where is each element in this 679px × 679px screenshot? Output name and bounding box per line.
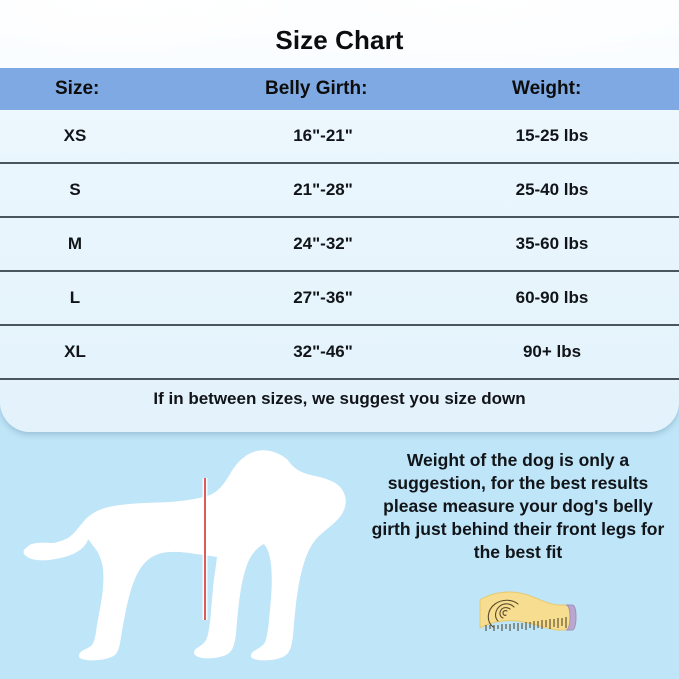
table-row: S 21"-28" 25-40 lbs xyxy=(0,164,679,218)
dog-silhouette-icon xyxy=(23,450,346,661)
table-row: M 24"-32" 35-60 lbs xyxy=(0,218,679,272)
page-title: Size Chart xyxy=(275,25,404,55)
cell-weight: 90+ lbs xyxy=(522,342,582,361)
column-header-belly-girth: Belly Girth: xyxy=(265,78,368,99)
cell-size: XS xyxy=(63,126,87,145)
table-header-row: Size: Belly Girth: Weight: xyxy=(0,68,679,110)
cell-girth: 21"-28" xyxy=(293,180,353,199)
cell-size: XL xyxy=(64,342,86,361)
size-down-note: If in between sizes, we suggest you size… xyxy=(153,389,526,408)
measuring-tape-icon xyxy=(479,591,577,631)
cell-size: M xyxy=(67,234,83,253)
cell-girth: 24"-32" xyxy=(293,234,353,253)
measuring-tape xyxy=(466,580,586,648)
size-chart-card: Size Chart Size: Belly Girth: Weight: XS… xyxy=(0,0,679,432)
cell-girth: 16"-21" xyxy=(293,126,353,145)
cell-weight: 25-40 lbs xyxy=(515,180,589,199)
cell-size: S xyxy=(69,180,81,199)
table-row: XL 32"-46" 90+ lbs xyxy=(0,326,679,380)
column-header-weight: Weight: xyxy=(512,78,582,99)
column-header-size: Size: xyxy=(55,78,100,99)
dog-illustration xyxy=(18,440,348,675)
dog-ear-icon xyxy=(249,461,283,501)
dog-tail-icon xyxy=(25,538,88,560)
cell-girth: 27"-36" xyxy=(293,288,353,307)
lower-section: Weight of the dog is only a suggestion, … xyxy=(0,432,679,679)
cell-size: L xyxy=(69,288,81,307)
table-row: L 27"-36" 60-90 lbs xyxy=(0,272,679,326)
table-row: XS 16"-21" 15-25 lbs xyxy=(0,110,679,164)
cell-weight: 60-90 lbs xyxy=(515,288,589,307)
cell-girth: 32"-46" xyxy=(293,342,353,361)
size-table-body: XS 16"-21" 15-25 lbs S 21"-28" 25-40 lbs… xyxy=(0,110,679,380)
weight-disclaimer-text: Weight of the dog is only a suggestion, … xyxy=(371,450,665,562)
cell-weight: 35-60 lbs xyxy=(515,234,589,253)
cell-weight: 15-25 lbs xyxy=(515,126,589,145)
